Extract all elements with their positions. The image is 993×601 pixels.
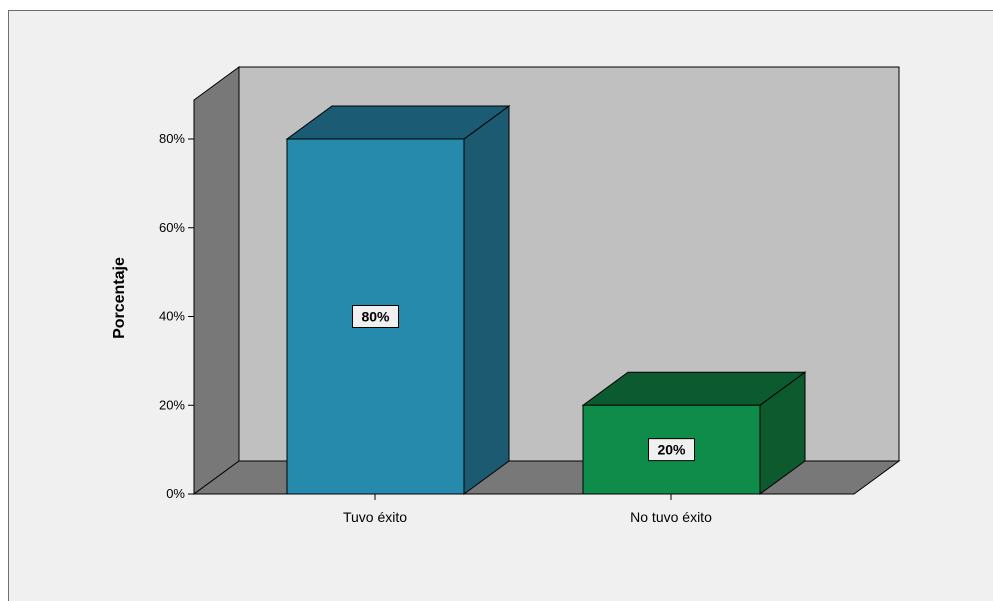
y-tick-label: 40% [159,309,185,324]
x-tick-label: Tuvo éxito [343,509,407,525]
side-wall [193,66,240,495]
data-label-box [352,305,399,328]
bar-side [463,105,510,495]
y-tick-label: 80% [159,131,185,146]
data-label: 80% [361,309,390,325]
x-axis: Tuvo éxito No tuvo éxito [343,494,712,525]
y-axis-label: Porcentaje [111,257,128,339]
y-tick-label: 0% [166,486,185,501]
bars: 80% 20% [285,105,807,495]
y-axis: 0% 20% 40% 60% 80% [159,131,194,501]
y-tick-label: 20% [159,397,185,412]
data-label: 20% [657,442,686,458]
bar-group: 20% [581,371,807,495]
y-tick-label: 60% [159,220,185,235]
data-label-box [648,438,695,462]
bar-group: 80% [285,105,511,495]
x-tick-label: No tuvo éxito [630,509,712,525]
